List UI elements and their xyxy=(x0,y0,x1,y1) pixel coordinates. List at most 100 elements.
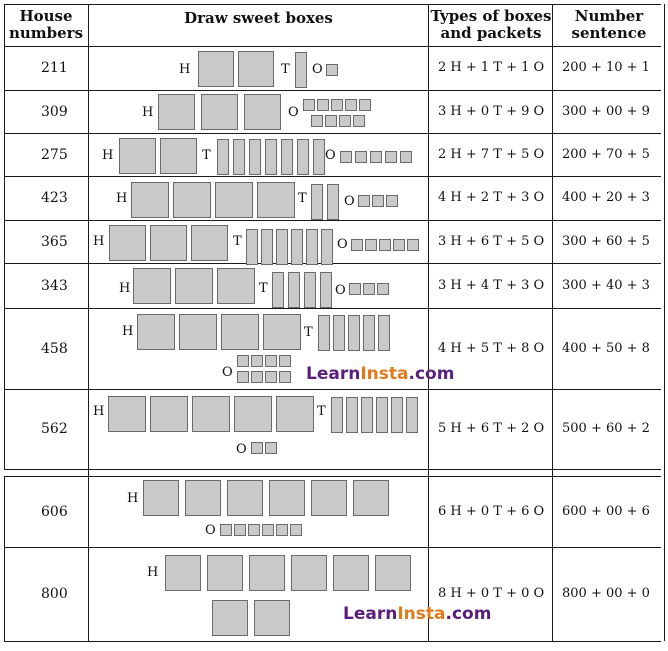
tens-label: T xyxy=(233,234,242,249)
ones-sweet xyxy=(220,524,232,536)
tens-packet xyxy=(318,315,330,351)
hundreds-box xyxy=(158,94,195,130)
ones-label: O xyxy=(337,237,348,252)
hundreds-label: H xyxy=(179,62,191,77)
house-number: 211 xyxy=(41,60,68,76)
header-types-of-boxes: Types of boxes and packets xyxy=(430,8,552,42)
watermark-1-part1: Learn xyxy=(306,364,361,384)
tens-packet xyxy=(272,272,284,308)
ones-label: O xyxy=(335,283,346,298)
table-vline xyxy=(4,4,5,469)
ones-sweet xyxy=(331,99,343,111)
tens-packet xyxy=(295,52,307,88)
ones-label: O xyxy=(325,148,336,163)
ones-sweet xyxy=(365,239,377,251)
ones-sweet xyxy=(345,99,357,111)
hundreds-box xyxy=(108,396,146,432)
ones-sweet xyxy=(248,524,260,536)
hundreds-box xyxy=(257,182,295,218)
tens-packet xyxy=(327,184,339,220)
table-vline xyxy=(88,4,89,641)
number-sentence: 800 + 00 + 0 xyxy=(562,586,650,601)
hundreds-box xyxy=(254,600,290,636)
ones-label: O xyxy=(312,62,323,77)
types-of-boxes: 4 H + 2 T + 3 O xyxy=(438,190,545,205)
hundreds-label: H xyxy=(102,148,114,163)
ones-label: O xyxy=(236,442,247,457)
watermark-2-part3: .com xyxy=(445,604,492,624)
types-of-boxes: 2 H + 7 T + 5 O xyxy=(438,146,545,162)
hundreds-box xyxy=(192,396,230,432)
tens-packet xyxy=(265,139,277,175)
tens-packet xyxy=(321,229,333,265)
ones-sweet xyxy=(393,239,405,251)
number-sentence: 400 + 50 + 8 xyxy=(562,340,650,356)
table-hline xyxy=(4,4,661,5)
hundreds-box xyxy=(212,600,248,636)
hundreds-box xyxy=(150,396,188,432)
ones-sweet xyxy=(400,151,412,163)
watermark-1-part2: Insta xyxy=(360,364,409,384)
hundreds-label: H xyxy=(116,191,128,206)
house-number: 275 xyxy=(41,146,68,163)
ones-sweet xyxy=(276,524,288,536)
number-sentence: 600 + 00 + 6 xyxy=(562,503,650,519)
hundreds-box xyxy=(185,480,221,516)
watermark-2-part1: Learn xyxy=(343,604,398,624)
hundreds-box xyxy=(221,314,259,350)
tens-packet xyxy=(346,397,358,433)
hundreds-box xyxy=(137,314,175,350)
ones-sweet xyxy=(385,151,397,163)
house-number: 606 xyxy=(41,503,68,520)
types-of-boxes: 6 H + 0 T + 6 O xyxy=(438,503,545,519)
ones-sweet xyxy=(251,442,263,454)
ones-sweet xyxy=(237,355,249,367)
tens-packet xyxy=(361,397,373,433)
hundreds-box xyxy=(353,480,389,516)
table-vline xyxy=(552,4,553,641)
header-draw-sweet-boxes-text: Draw sweet boxes xyxy=(184,9,333,27)
hundreds-box xyxy=(165,555,201,591)
hundreds-box xyxy=(150,225,187,261)
number-sentence: 300 + 60 + 5 xyxy=(562,233,650,249)
hundreds-box xyxy=(175,268,213,304)
tens-packet xyxy=(246,229,258,265)
ones-sweet xyxy=(234,524,246,536)
hundreds-label: H xyxy=(142,105,154,120)
table-hline xyxy=(4,90,661,91)
ones-sweet xyxy=(265,442,277,454)
table-hline xyxy=(4,176,661,177)
table-hline xyxy=(4,133,661,134)
ones-sweet xyxy=(279,355,291,367)
tens-packet xyxy=(261,229,273,265)
table-hline xyxy=(4,641,661,642)
ones-sweet xyxy=(353,115,365,127)
tens-packet xyxy=(320,272,332,308)
number-sentence: 300 + 00 + 9 xyxy=(562,103,650,119)
hundreds-box xyxy=(238,51,274,87)
ones-sweet xyxy=(290,524,302,536)
tens-packet xyxy=(288,272,300,308)
table-hline xyxy=(4,547,661,548)
hundreds-box xyxy=(119,138,156,174)
tens-label: T xyxy=(202,148,211,163)
table-hline xyxy=(4,220,661,221)
tens-packet xyxy=(306,229,318,265)
ones-sweet xyxy=(358,195,370,207)
ones-sweet xyxy=(359,99,371,111)
hundreds-box xyxy=(201,94,238,130)
header-house-numbers-text: House numbers xyxy=(8,7,84,42)
tens-packet xyxy=(376,397,388,433)
table-hline xyxy=(4,476,661,477)
ones-sweet xyxy=(251,355,263,367)
hundreds-box xyxy=(333,555,369,591)
ones-sweet xyxy=(386,195,398,207)
house-number: 309 xyxy=(41,103,68,120)
ones-sweet xyxy=(370,151,382,163)
types-of-boxes: 3 H + 0 T + 9 O xyxy=(438,103,545,119)
tens-packet xyxy=(311,184,323,220)
tens-packet xyxy=(233,139,245,175)
table-hline xyxy=(4,469,661,470)
hundreds-box xyxy=(143,480,179,516)
table-hline xyxy=(4,308,661,309)
